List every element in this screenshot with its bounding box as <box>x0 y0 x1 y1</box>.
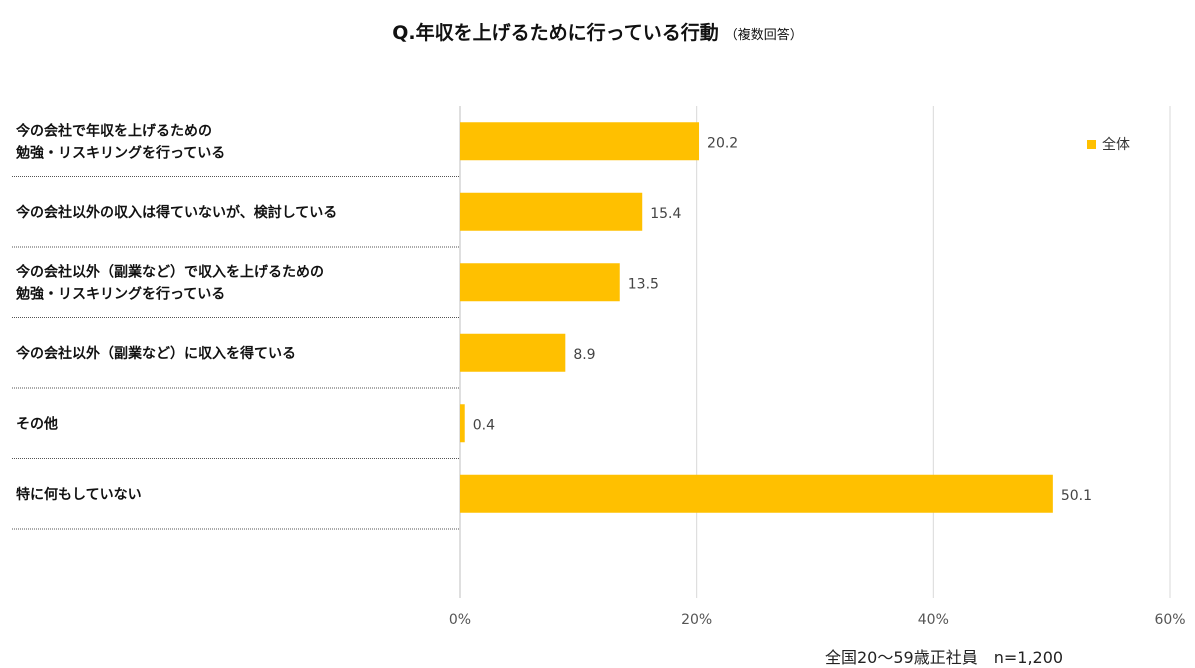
x-tick-label: 60% <box>1154 612 1185 628</box>
chart-title: Q.年収を上げるために行っている行動 （複数回答） <box>0 18 1195 45</box>
data-label: 15.4 <box>650 206 681 222</box>
category-label: 今の会社以外（副業など）に収入を得ている <box>15 345 296 362</box>
category-label: 今の会社で年収を上げるための <box>15 122 212 139</box>
category-label: その他 <box>16 415 58 432</box>
category-label: 今の会社以外の収入は得ていないが、検討している <box>15 204 337 221</box>
legend-label: 全体 <box>1102 137 1130 153</box>
bar <box>460 263 620 302</box>
category-label: 特に何もしていない <box>16 486 142 503</box>
x-tick-label: 40% <box>918 612 949 628</box>
bar <box>460 404 465 443</box>
category-label: 今の会社以外（副業など）で収入を上げるための <box>15 263 324 280</box>
data-label: 8.9 <box>573 347 595 363</box>
bar <box>460 474 1053 513</box>
data-label: 20.2 <box>707 135 738 151</box>
bar <box>460 122 700 161</box>
footnote: 全国20～59歳正社員 n=1,200 <box>825 648 1064 667</box>
bar <box>460 192 643 231</box>
data-label: 0.4 <box>473 417 495 433</box>
legend-swatch <box>1087 139 1096 149</box>
legend: 全体 <box>1087 134 1130 154</box>
x-tick-label: 20% <box>681 612 712 628</box>
chart-title-main: Q.年収を上げるために行っている行動 <box>392 22 719 44</box>
category-label: 勉強・リスキリングを行っている <box>15 144 225 161</box>
chart-title-sub: （複数回答） <box>724 28 803 43</box>
bar <box>460 333 566 372</box>
category-label: 勉強・リスキリングを行っている <box>15 285 225 302</box>
data-label: 50.1 <box>1061 488 1092 504</box>
data-label: 13.5 <box>628 276 659 292</box>
x-tick-label: 0% <box>449 612 471 628</box>
